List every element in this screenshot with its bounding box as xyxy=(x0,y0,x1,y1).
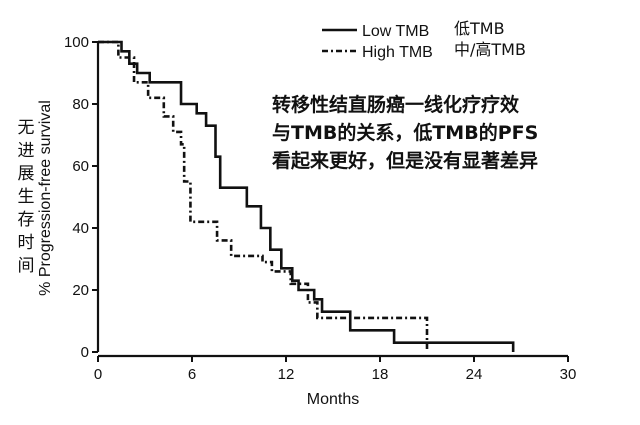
legend-label-high-tmb-cn: 中/高TMB xyxy=(454,40,526,59)
y-axis-title-cn-char: 无 xyxy=(18,118,35,138)
x-tick-label: 6 xyxy=(188,366,196,383)
y-tick-label: 40 xyxy=(72,220,89,237)
y-tick-label: 0 xyxy=(81,344,89,361)
annotation-line-3: 看起来更好，但是没有显著差异 xyxy=(271,149,538,172)
series-layer xyxy=(98,40,515,352)
x-tick-label: 0 xyxy=(94,366,102,383)
legend-label-high-tmb: High TMB xyxy=(362,44,433,61)
annotation: 转移性结直肠癌一线化疗疗效 与TMB的关系，低TMB的PFS 看起来更好，但是没… xyxy=(271,93,538,172)
x-axis-title: Months xyxy=(307,391,359,408)
y-axis-title-cn-char: 展 xyxy=(18,164,35,184)
x-tick-label: 30 xyxy=(560,366,577,383)
y-tick-label: 100 xyxy=(64,34,89,51)
legend-label-low-tmb: Low TMB xyxy=(362,23,429,40)
y-tick-label: 80 xyxy=(72,96,89,113)
axes: 0 20 40 60 80 100 0 6 12 18 24 30 xyxy=(64,34,576,383)
y-axis-title-cn-char: 时 xyxy=(18,233,35,253)
y-axis-title-cn-char: 生 xyxy=(18,187,35,207)
y-axis-title-cn-char: 间 xyxy=(18,256,35,276)
y-axis-title-cn-char: 存 xyxy=(18,210,35,230)
series-line-low-tmb xyxy=(98,40,515,352)
y-tick-label: 60 xyxy=(72,158,89,175)
y-axis-title: % Progression-free survival xyxy=(37,100,54,296)
legend: Low TMB 低TMB High TMB 中/高TMB xyxy=(322,19,526,61)
x-tick-label: 18 xyxy=(372,366,389,383)
y-axis-title-cn-char: 进 xyxy=(18,141,35,161)
x-tick-label: 24 xyxy=(466,366,483,383)
annotation-line-2: 与TMB的关系，低TMB的PFS xyxy=(272,121,538,144)
legend-label-low-tmb-cn: 低TMB xyxy=(454,19,505,38)
annotation-line-1: 转移性结直肠癌一线化疗疗效 xyxy=(272,93,519,116)
x-tick-label: 12 xyxy=(278,366,295,383)
series-line-high-tmb xyxy=(98,40,429,352)
y-tick-label: 20 xyxy=(72,282,89,299)
